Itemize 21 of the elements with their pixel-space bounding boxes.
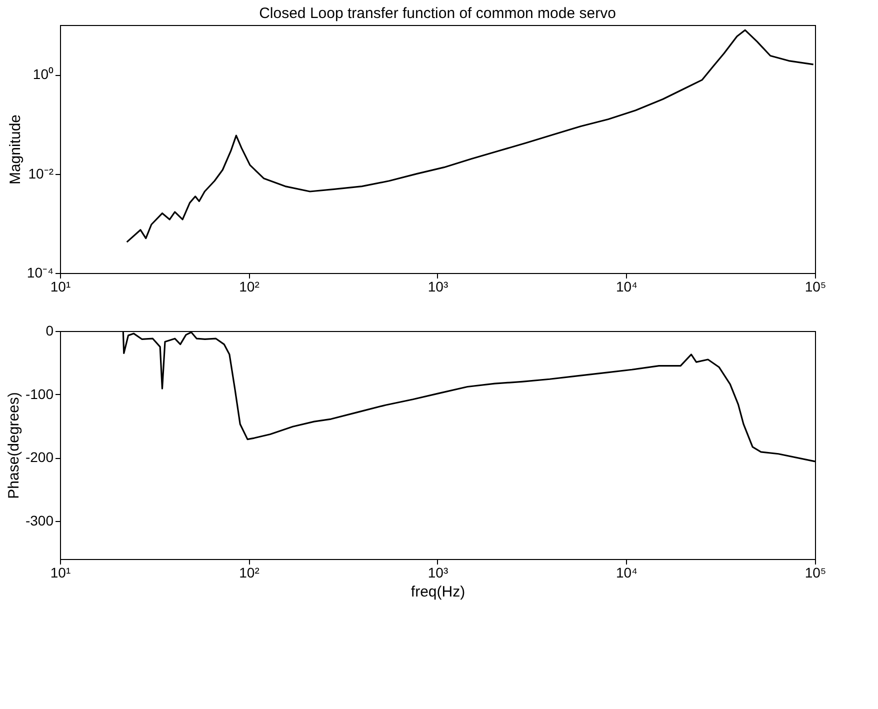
- x-tick-label: 10⁵: [804, 278, 826, 294]
- y-axis-title: Phase(degrees): [5, 392, 22, 499]
- chart-title: Closed Loop transfer function of common mode servo: [259, 5, 616, 22]
- x-tick-label: 10⁵: [804, 564, 826, 580]
- y-tick-label: 10⁻²: [28, 165, 54, 182]
- y-tick-label: 0: [46, 322, 54, 338]
- x-tick-label: 10²: [239, 278, 260, 294]
- x-tick-label: 10³: [428, 564, 448, 580]
- y-tick-label: 10⁻⁴: [26, 264, 54, 280]
- x-tick-label: 10³: [428, 278, 448, 294]
- x-tick-label: 10⁴: [616, 278, 638, 294]
- y-tick-label: 10⁰: [32, 66, 54, 82]
- y-tick-label: -200: [25, 449, 54, 466]
- x-tick-label: 10²: [239, 564, 260, 580]
- y-axis-title: Magnitude: [6, 114, 24, 185]
- x-axis-title: freq(Hz): [410, 584, 466, 600]
- y-tick-label: -100: [25, 386, 54, 402]
- x-tick-label: 10⁴: [616, 564, 638, 580]
- y-tick-label: -300: [25, 512, 54, 528]
- x-tick-label: 10¹: [50, 564, 71, 580]
- x-tick-label: 10¹: [50, 278, 71, 294]
